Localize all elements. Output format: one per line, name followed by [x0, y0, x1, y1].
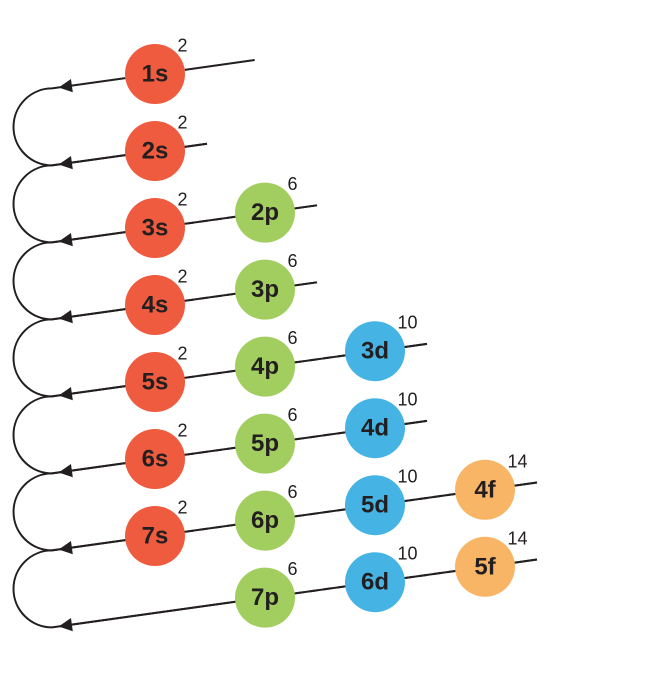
orbital-label: 6p [251, 507, 279, 534]
electron-count: 6 [288, 251, 298, 271]
orbital-4s: 4s [125, 275, 185, 335]
electron-count: 2 [178, 36, 188, 56]
orbital-label: 4d [361, 415, 389, 442]
electron-count: 14 [508, 451, 528, 471]
orbital-4d: 4d [345, 398, 405, 458]
orbital-label: 7p [251, 584, 279, 611]
orbital-label: 5p [251, 430, 279, 457]
electron-count: 6 [288, 328, 298, 348]
electron-count: 10 [398, 544, 418, 564]
orbital-label: 4p [251, 353, 279, 380]
electron-count: 2 [178, 113, 188, 133]
orbital-label: 4f [474, 476, 496, 503]
orbital-label: 7s [142, 523, 169, 550]
orbital-label: 1s [142, 61, 169, 88]
orbital-label: 3p [251, 276, 279, 303]
orbital-3d: 3d [345, 321, 405, 381]
orbital-7p: 7p [235, 568, 295, 628]
orbital-5d: 5d [345, 475, 405, 535]
orbital-7s: 7s [125, 506, 185, 566]
orbital-label: 5d [361, 492, 389, 519]
electron-count: 14 [508, 528, 528, 548]
orbital-3s: 3s [125, 198, 185, 258]
orbital-5f: 5f [455, 537, 515, 597]
orbital-6d: 6d [345, 552, 405, 612]
electron-count: 2 [178, 344, 188, 364]
electron-count: 2 [178, 190, 188, 210]
orbital-4f: 4f [455, 460, 515, 520]
orbital-label: 6s [142, 446, 169, 473]
orbital-5s: 5s [125, 352, 185, 412]
orbital-3p: 3p [235, 260, 295, 320]
electron-count: 2 [178, 498, 188, 518]
orbital-1s: 1s [125, 44, 185, 104]
orbital-label: 3d [361, 338, 389, 365]
electron-count: 6 [288, 174, 298, 194]
orbital-2s: 2s [125, 121, 185, 181]
orbital-label: 2s [142, 138, 169, 165]
orbital-label: 5f [474, 553, 496, 580]
aufbau-diagram: 1s 2s 2p 3s 3p 4s 3d 4p 5s 4d 5p 6s 4f 5d 6p 7s 5f 6d 7p 2… [0, 0, 650, 681]
orbital-5p: 5p [235, 414, 295, 474]
orbital-2p: 2p [235, 183, 295, 243]
electron-count: 6 [288, 559, 298, 579]
electron-count: 10 [398, 467, 418, 487]
electron-count: 2 [178, 267, 188, 287]
electron-count: 10 [398, 390, 418, 410]
electron-count: 10 [398, 313, 418, 333]
orbital-6p: 6p [235, 491, 295, 551]
orbital-label: 2p [251, 199, 279, 226]
orbital-label: 3s [142, 215, 169, 242]
orbital-6s: 6s [125, 429, 185, 489]
orbital-label: 6d [361, 569, 389, 596]
orbital-label: 4s [142, 292, 169, 319]
electron-count: 2 [178, 421, 188, 441]
electron-count: 6 [288, 405, 298, 425]
orbital-label: 5s [142, 369, 169, 396]
electron-count: 6 [288, 482, 298, 502]
orbital-4p: 4p [235, 337, 295, 397]
